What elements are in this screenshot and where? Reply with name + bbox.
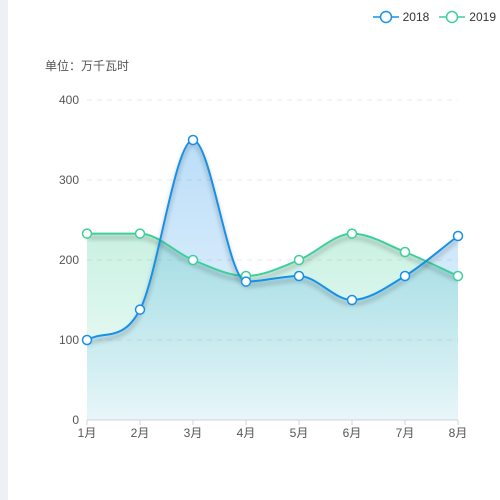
x-tick-label: 8月 — [449, 426, 468, 440]
data-point-2018[interactable] — [134, 304, 146, 315]
side-strip — [0, 0, 8, 500]
data-point-2018[interactable] — [452, 230, 464, 242]
data-point-2019[interactable] — [134, 228, 146, 239]
y-tick-label: 200 — [59, 253, 79, 267]
data-point-2018[interactable] — [240, 276, 252, 287]
legend-item-2019[interactable]: 2019 — [439, 10, 496, 24]
y-tick-label: 0 — [72, 413, 79, 427]
y-tick-label: 100 — [59, 333, 79, 347]
y-tick-label: 400 — [59, 93, 79, 107]
series-area-2018 — [87, 140, 458, 420]
data-point-2018[interactable] — [81, 334, 93, 346]
data-point-2018[interactable] — [187, 134, 199, 146]
x-tick-label: 3月 — [184, 426, 203, 440]
legend-label-2019: 2019 — [469, 10, 496, 24]
x-tick-label: 5月 — [290, 426, 309, 440]
legend-line-circle-icon — [439, 10, 466, 24]
data-point-2019[interactable] — [293, 254, 305, 266]
data-point-2019[interactable] — [452, 270, 464, 282]
legend-label-2018: 2018 — [402, 10, 430, 24]
data-point-2019[interactable] — [81, 228, 93, 239]
legend-line-circle-icon — [372, 10, 399, 24]
x-tick-label: 2月 — [131, 426, 150, 440]
data-point-2018[interactable] — [293, 270, 305, 282]
x-tick-label: 4月 — [237, 426, 256, 440]
x-tick-label: 6月 — [343, 426, 362, 440]
data-point-2019[interactable] — [346, 228, 358, 239]
y-tick-label: 300 — [59, 173, 79, 187]
x-tick-label: 1月 — [78, 426, 97, 440]
data-point-2019[interactable] — [399, 246, 411, 258]
data-point-2018[interactable] — [346, 294, 358, 306]
legend: 2018 2019 — [372, 10, 496, 24]
y-axis-unit-label: 单位：万千瓦时 — [45, 59, 130, 73]
data-point-2018[interactable] — [399, 270, 411, 282]
data-point-2019[interactable] — [187, 254, 199, 266]
legend-item-2018[interactable]: 2018 — [372, 10, 430, 24]
x-tick-label: 7月 — [396, 426, 415, 440]
